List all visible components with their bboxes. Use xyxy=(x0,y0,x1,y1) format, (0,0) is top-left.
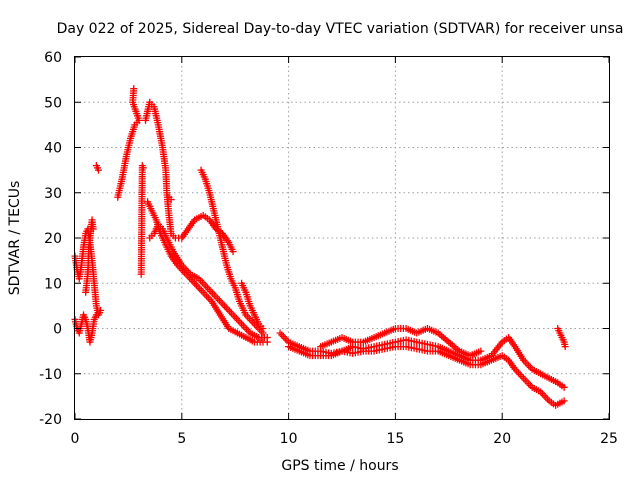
data-point xyxy=(167,196,175,204)
x-tick-label: 0 xyxy=(71,431,80,447)
y-tick-label: 30 xyxy=(44,186,62,202)
x-tick-label: 20 xyxy=(493,431,511,447)
y-tick-label: 60 xyxy=(44,50,62,66)
y-tick-label: 50 xyxy=(44,95,62,111)
y-tick-label: 10 xyxy=(44,276,62,292)
y-tick-label: 20 xyxy=(44,231,62,247)
data-point xyxy=(89,225,97,233)
y-tick-label: -10 xyxy=(39,367,62,383)
x-tick-label: 5 xyxy=(177,431,186,447)
data-point xyxy=(139,164,147,172)
data-point xyxy=(94,166,102,174)
data-point xyxy=(259,325,267,332)
y-tick-label: 40 xyxy=(44,141,62,157)
plot-frame xyxy=(74,56,610,420)
data-point xyxy=(477,347,485,355)
x-tick-label: 15 xyxy=(386,431,404,447)
data-marks xyxy=(71,85,569,409)
x-tick-label: 25 xyxy=(600,431,618,447)
data-point xyxy=(229,248,237,256)
y-tick-label: -20 xyxy=(39,412,62,428)
y-axis-label: SDTVAR / TECUs xyxy=(7,181,23,296)
data-point xyxy=(561,343,569,351)
y-tick-label: 0 xyxy=(53,322,62,338)
x-axis-label: GPS time / hours xyxy=(281,458,398,474)
x-tick-label: 10 xyxy=(280,431,298,447)
data-point xyxy=(560,397,568,405)
chart-title: Day 022 of 2025, Sidereal Day-to-day VTE… xyxy=(57,21,624,37)
data-point xyxy=(92,311,100,319)
data-point xyxy=(97,306,105,314)
y-tick-labels: -20 -10 0 10 20 30 40 50 60 xyxy=(39,50,62,428)
x-tick-labels: 0 5 10 15 20 25 xyxy=(71,431,618,447)
axis-ticks xyxy=(74,56,610,420)
data-point xyxy=(263,334,271,342)
data-point xyxy=(560,383,568,391)
data-point xyxy=(130,85,138,93)
